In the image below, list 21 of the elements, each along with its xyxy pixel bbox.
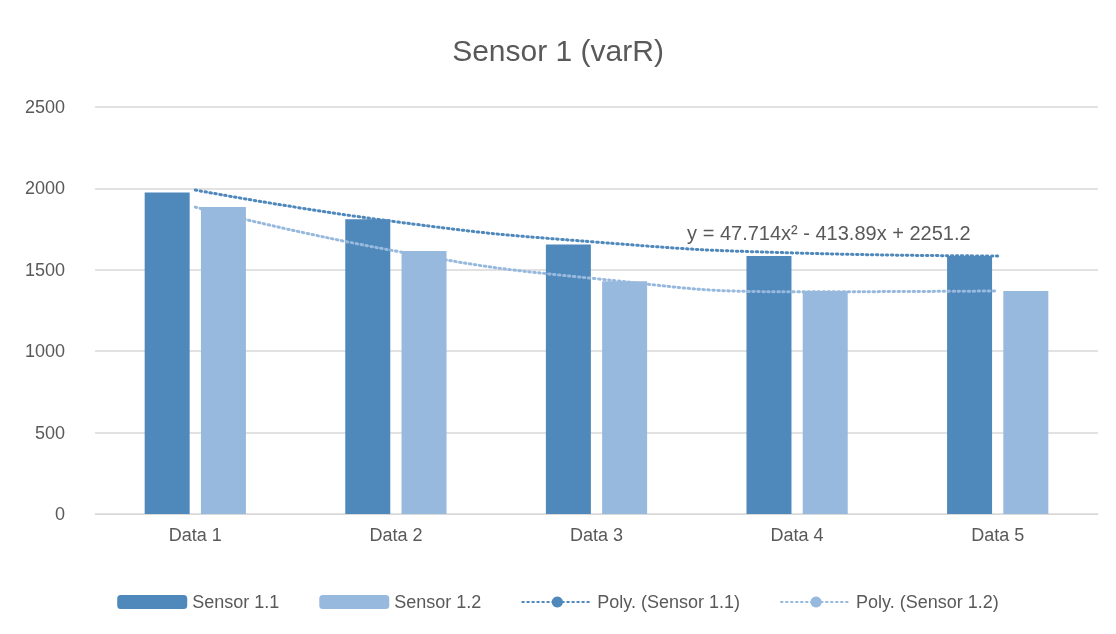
- bar: [144, 192, 190, 514]
- y-tick-label: 2500: [24, 97, 65, 117]
- legend-label: Sensor 1.2: [394, 592, 482, 612]
- legend-label: Sensor 1.1: [192, 592, 280, 612]
- bar: [746, 255, 792, 514]
- legend-label: Poly. (Sensor 1.1): [597, 592, 741, 612]
- y-tick-label: 500: [34, 422, 65, 443]
- bar: [1003, 290, 1049, 514]
- bar: [545, 244, 591, 514]
- x-tick-label: Data 1: [168, 525, 222, 545]
- x-tick-label: Data 4: [770, 525, 824, 545]
- x-tick-label: Data 5: [971, 525, 1025, 545]
- x-tick-label: Data 3: [569, 525, 624, 545]
- y-tick-label: 1500: [24, 259, 65, 280]
- annotation: y = 47.714x² - 413.89x + 2251.2: [687, 222, 971, 245]
- chart-title: Sensor 1 (varR): [452, 33, 664, 67]
- y-tick-label: 1000: [24, 341, 65, 362]
- x-tick-label: Data 2: [369, 525, 423, 545]
- y-tick-label: 0: [54, 504, 65, 524]
- legend-label: Poly. (Sensor 1.2): [856, 592, 999, 612]
- y-tick-label: 2000: [24, 178, 65, 199]
